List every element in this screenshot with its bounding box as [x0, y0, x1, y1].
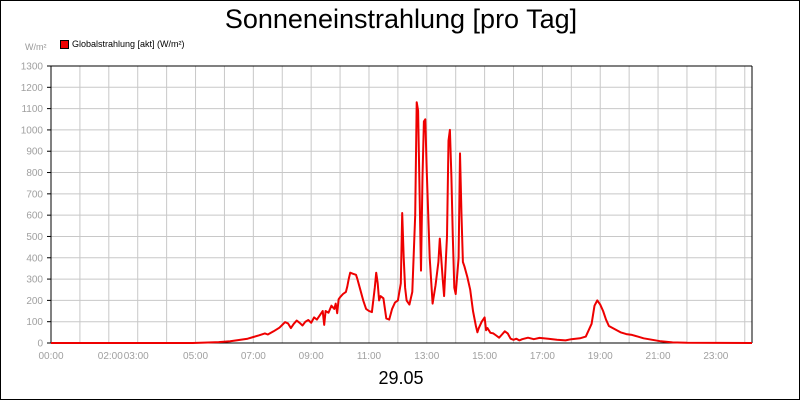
- x-tick-label: 15:00: [472, 351, 497, 362]
- y-tick-label: 600: [26, 211, 43, 222]
- x-tick-label: 07:00: [241, 351, 266, 362]
- y-tick-label: 0: [37, 339, 43, 350]
- legend-swatch: [60, 39, 69, 49]
- plot-background: [51, 66, 752, 343]
- y-tick-label: 300: [26, 275, 43, 286]
- y-tick-label: 1300: [21, 62, 44, 73]
- y-tick-label: 1100: [21, 104, 43, 115]
- series-line-globalstrahlung: [51, 101, 753, 344]
- y-tick-label: 900: [26, 147, 43, 158]
- y-tick-label: 400: [26, 253, 43, 264]
- y-tick-label: 1000: [21, 125, 44, 136]
- x-tick-label: 23:00: [703, 351, 728, 362]
- y-tick-label: 200: [26, 296, 43, 307]
- y-tick-label: 800: [26, 168, 43, 179]
- legend-label: Globalstrahlung [akt] (W/m²): [72, 39, 185, 49]
- x-tick-label: 05:00: [183, 351, 208, 362]
- x-tick-label: 00:00: [38, 351, 63, 362]
- x-tick-label: 21:00: [646, 351, 671, 362]
- y-tick-label: 500: [26, 232, 43, 243]
- date-label: 29.05: [378, 368, 424, 388]
- legend: Globalstrahlung [akt] (W/m²): [60, 39, 185, 49]
- x-tick-label: 17:00: [530, 351, 555, 362]
- x-tick-label: 02:00: [98, 351, 123, 362]
- x-tick-label: 09:00: [299, 351, 324, 362]
- y-tick-label: 100: [26, 317, 43, 328]
- x-tick-label: 03:00: [124, 351, 149, 362]
- y-tick-label: 1200: [21, 83, 44, 94]
- x-tick-label: 19:00: [588, 351, 613, 362]
- y-axis-unit: W/m²: [25, 42, 47, 52]
- chart-title: Sonneneinstrahlung [pro Tag]: [224, 4, 578, 34]
- x-tick-label: 11:00: [357, 351, 382, 362]
- y-tick-label: 700: [26, 189, 43, 200]
- x-tick-label: 13:00: [414, 351, 439, 362]
